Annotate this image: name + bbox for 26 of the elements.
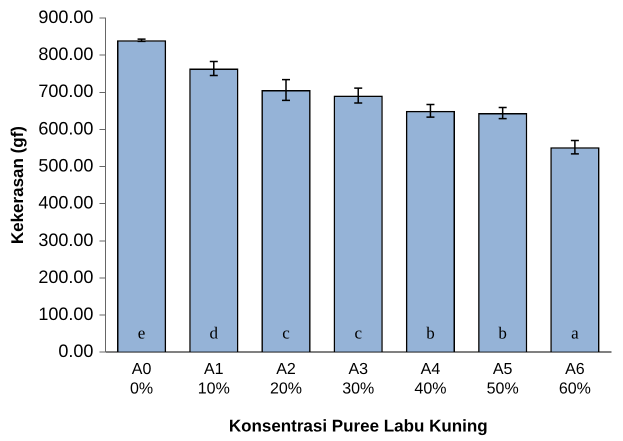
y-tick-label: 0.00 [58,341,94,362]
y-tick-label: 100.00 [38,304,94,324]
x-tick-label: A0 0% [130,361,154,398]
y-tick-label: 800.00 [38,44,94,64]
x-tick-label: A6 60% [558,361,591,398]
x-tick-label: A4 40% [414,361,446,398]
y-tick-label: 500.00 [38,156,94,176]
y-tick-label: 700.00 [38,81,94,102]
y-tick-label: 900.00 [38,6,94,27]
annotation: b [426,324,435,343]
annotation: d [210,324,219,343]
y-tick-label: 600.00 [38,118,94,138]
annotation: c [354,324,362,343]
annotation: c [282,324,290,343]
y-axis-title: Kekerasan (gf) [8,126,27,244]
y-tick-label: 400.00 [38,192,94,213]
annotation: e [138,324,146,343]
x-tick-label: A2 20% [270,361,302,398]
annotation: a [571,324,580,343]
x-tick-label: A3 30% [342,361,374,398]
x-tick-label: A5 50% [486,361,519,398]
x-tick-label: A1 10% [198,361,230,398]
y-tick-label: 300.00 [38,230,94,250]
y-tick-label: 200.00 [38,266,94,287]
annotation: b [498,324,507,343]
x-axis-title: Konsentrasi Puree Labu Kuning [228,416,488,436]
